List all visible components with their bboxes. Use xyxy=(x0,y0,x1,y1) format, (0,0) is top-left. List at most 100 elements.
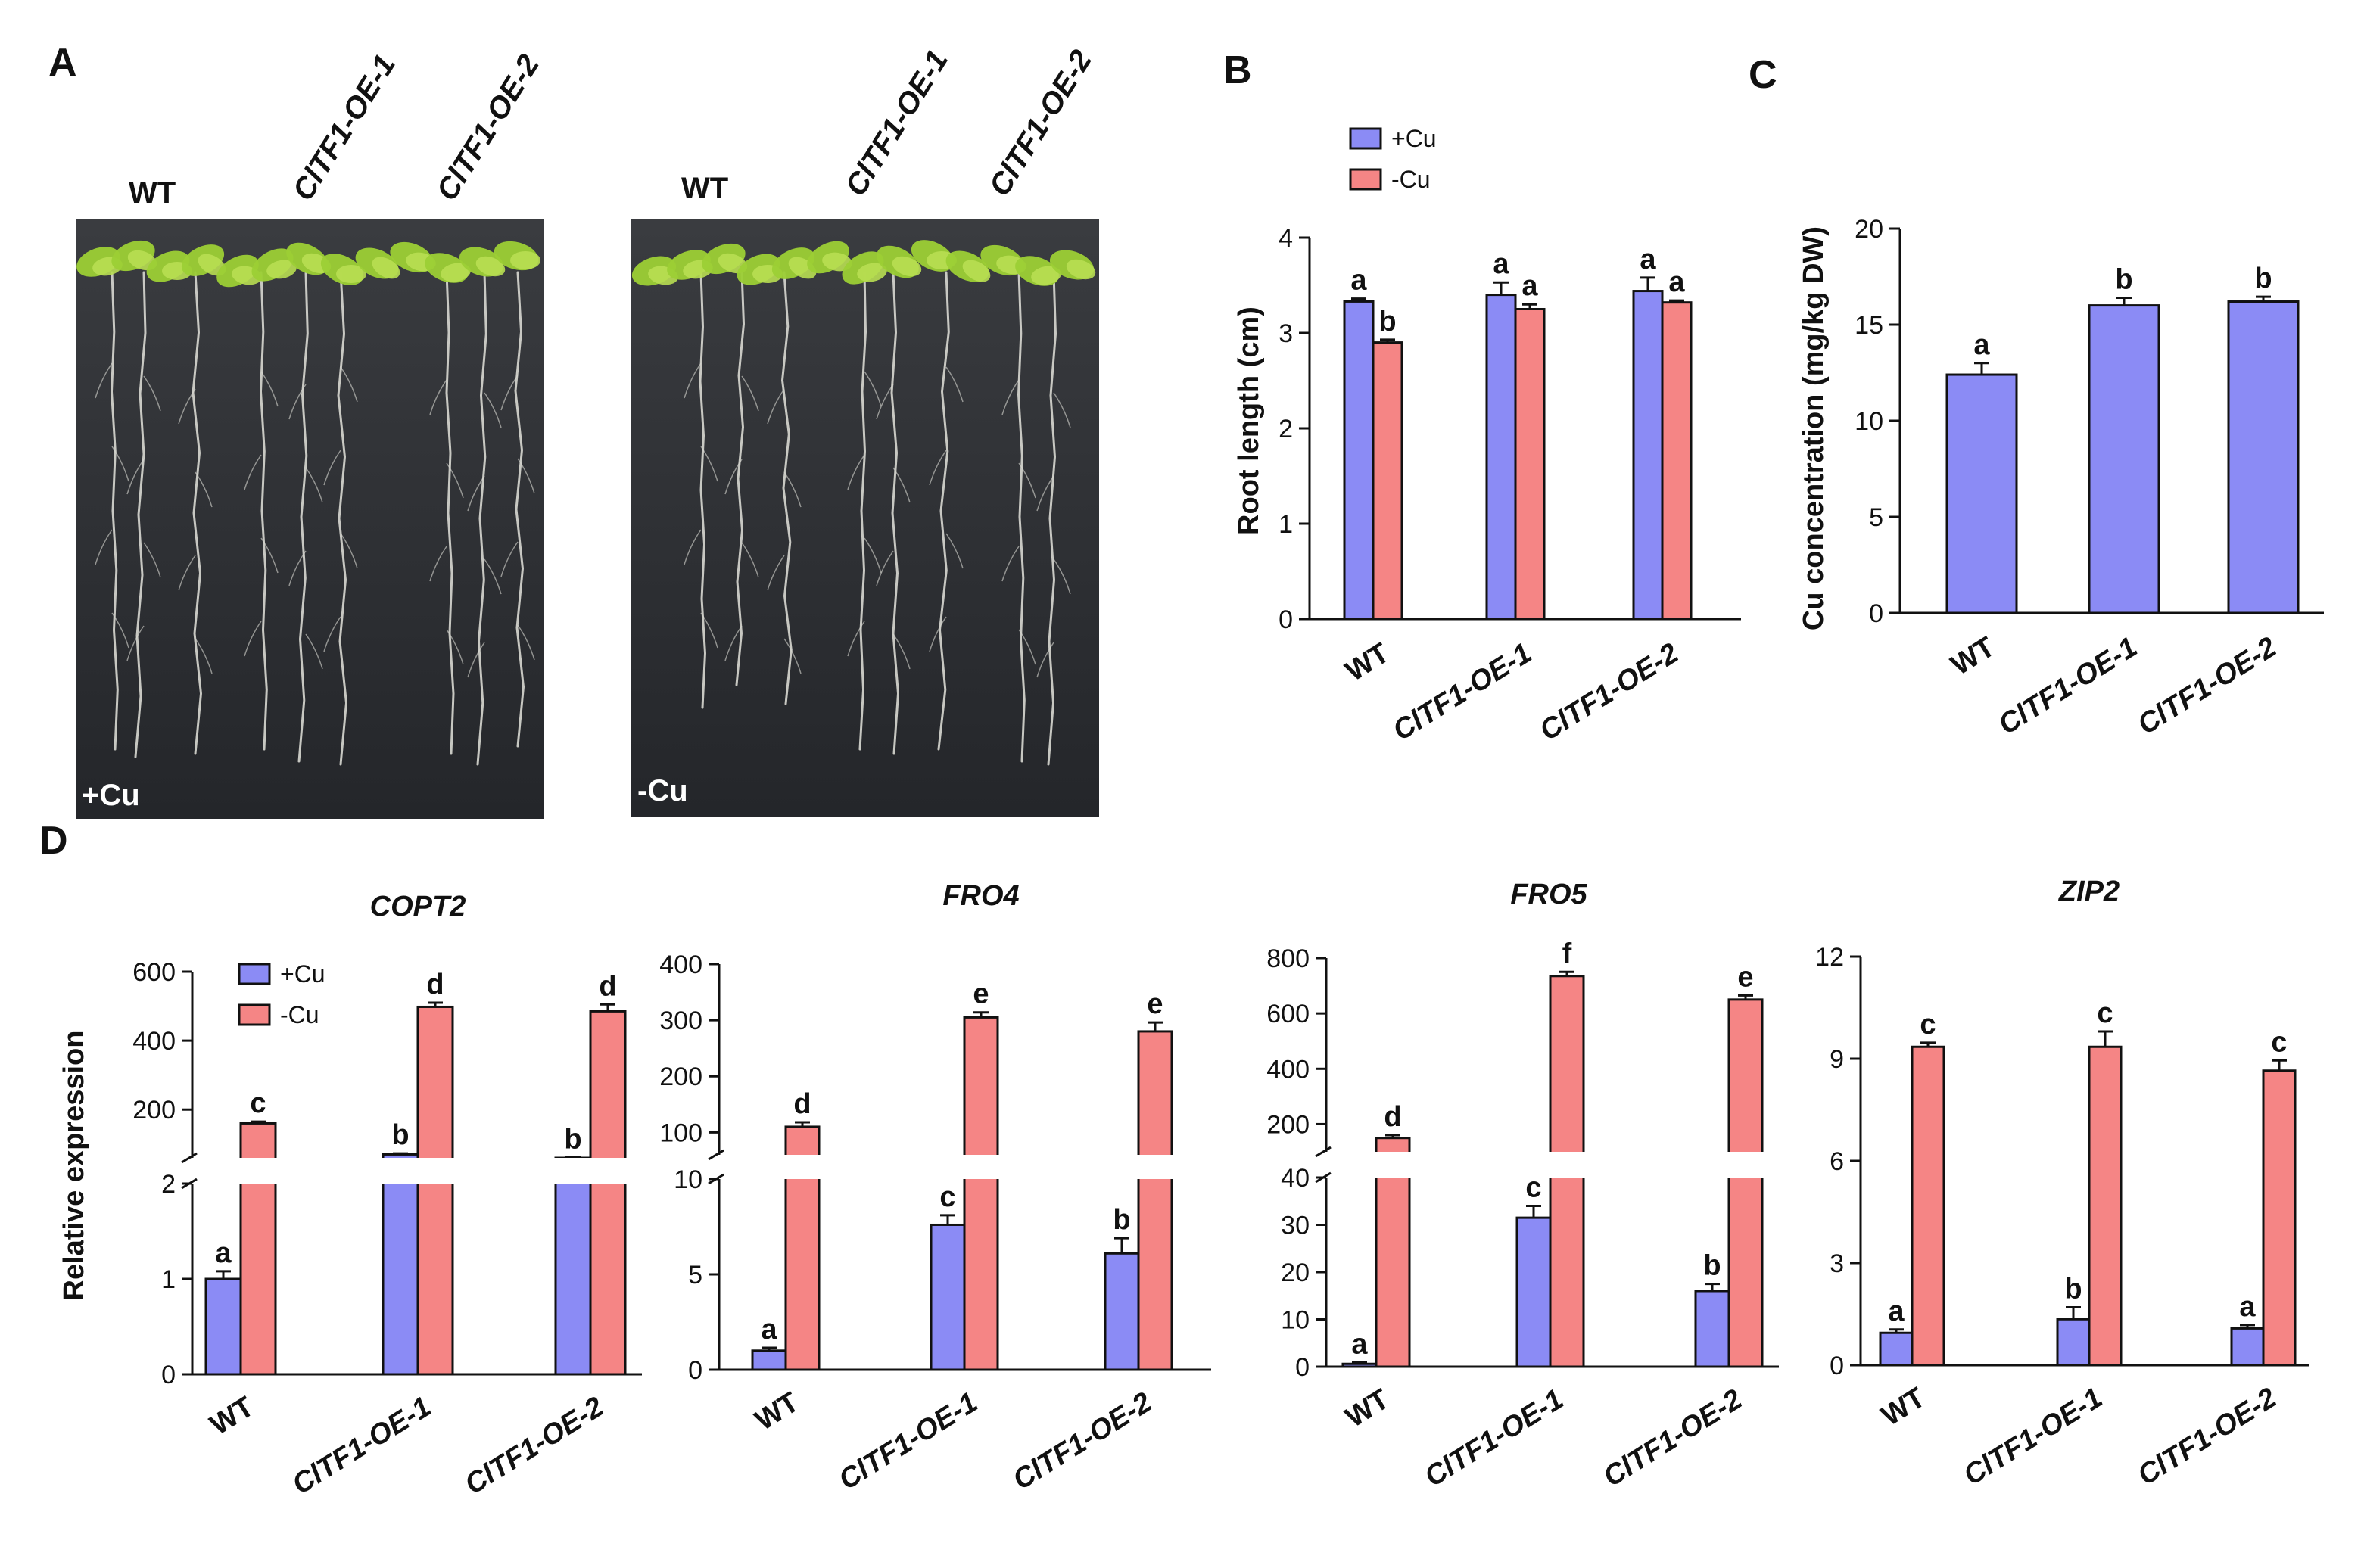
cotyledon-leaf xyxy=(857,263,887,282)
y-tick-label: 600 xyxy=(132,958,176,987)
significance-letter: e xyxy=(1737,961,1753,993)
significance-letter: c xyxy=(250,1087,266,1119)
lateral-root xyxy=(864,371,882,407)
y-tick-label: 1 xyxy=(1279,510,1293,539)
chart-fro4: a d c e b e 0 5 10 100 200 300 400 WT ClTF1-OE-1 ClTF1-… xyxy=(659,880,1213,1496)
bar-plusminus-Cu-2 xyxy=(1694,1290,1730,1368)
bar-plusminus-Cu-1 xyxy=(1515,1216,1552,1368)
primary-root xyxy=(780,271,793,705)
x-category-label: ClTF1-OE-1 xyxy=(1993,631,2143,741)
primary-root xyxy=(735,271,746,686)
lateral-root xyxy=(95,529,113,565)
legend-label: -Cu xyxy=(1391,166,1431,193)
chart-zip2: a c b c a c 0 3 6 9 12 WT ClTF1-OE-1 ClTF1-OE-2 ZIP2 xyxy=(1815,876,2309,1492)
primary-root xyxy=(476,271,487,766)
significance-letter: c xyxy=(939,1181,955,1213)
bar-plusminus-Cu-2 xyxy=(554,1156,592,1376)
axis-break-mark xyxy=(708,1149,724,1161)
lateral-root xyxy=(195,471,213,508)
bar-plusminus-Cu-0 xyxy=(751,1349,787,1371)
chart-title: FRO5 xyxy=(1510,879,1587,910)
significance-letter: c xyxy=(1525,1172,1541,1204)
lateral-root xyxy=(892,467,911,503)
bar-plusminus-Cu-2 xyxy=(2227,300,2300,614)
significance-letter: b xyxy=(1113,1204,1130,1236)
lateral-root xyxy=(305,467,323,503)
cotyledon-leaf xyxy=(441,263,471,282)
seedling-photo-minus-cu: -Cu xyxy=(631,219,1099,817)
cotyledon-leaf xyxy=(510,251,540,269)
significance-letter: a xyxy=(1350,265,1367,297)
panel-b-letter: B xyxy=(1223,48,1252,92)
cotyledon-leaf xyxy=(372,257,400,279)
lateral-root xyxy=(783,471,802,508)
panel-c-letter: C xyxy=(1749,53,1777,97)
bar-plusminus-Cu-0 xyxy=(1945,373,2018,614)
y-tick-label: 0 xyxy=(161,1361,176,1389)
lateral-root xyxy=(684,362,702,399)
lateral-root xyxy=(945,533,964,569)
x-category-label: ClTF1-OE-2 xyxy=(2132,631,2282,741)
x-category-label: ClTF1-OE-1 xyxy=(1388,637,1537,747)
legend-swatch xyxy=(1349,168,1382,191)
lateral-root xyxy=(500,541,519,577)
lateral-root xyxy=(178,388,196,425)
y-tick-label: 12 xyxy=(1815,943,1844,972)
lateral-root xyxy=(126,625,145,661)
bar-plusminus-Cu-2 xyxy=(1104,1252,1140,1371)
significance-letter: e xyxy=(973,978,989,1010)
lateral-root xyxy=(111,446,129,482)
lateral-root xyxy=(143,542,161,578)
lateral-root xyxy=(244,454,262,490)
primary-root xyxy=(337,271,348,766)
significance-letter: a xyxy=(1493,248,1509,280)
bar-plusminus-Cu-0 xyxy=(1343,300,1375,621)
significance-letter: b xyxy=(1703,1250,1721,1282)
lateral-root xyxy=(767,555,785,591)
significance-letter: c xyxy=(2271,1026,2287,1058)
y-tick-label: 20 xyxy=(1281,1258,1310,1287)
bar-minus-Cu-2 xyxy=(1661,301,1693,621)
lateral-root xyxy=(195,638,213,674)
lateral-root xyxy=(847,621,865,657)
legend-label: +Cu xyxy=(280,960,325,988)
y-tick-label: 0 xyxy=(1279,605,1293,634)
y-axis-title: Relative expression xyxy=(58,1031,90,1301)
bar-minus-Cu-1 xyxy=(2088,1045,2123,1367)
primary-root xyxy=(514,271,525,748)
x-category-label: WT xyxy=(1945,631,2000,682)
significance-letter: b xyxy=(391,1119,409,1151)
lateral-root xyxy=(260,537,279,574)
photo-1-genotype-labels: WT ClTF1-OE-1 ClTF1-OE-2 xyxy=(129,49,546,210)
y-tick-label: 0 xyxy=(1869,599,1883,628)
primary-root xyxy=(937,271,950,751)
cotyledon-leaf xyxy=(1066,259,1096,280)
legend-swatch xyxy=(238,963,271,985)
y-tick-label: 400 xyxy=(1266,1055,1310,1084)
bar-plusminus-Cu-2 xyxy=(1632,290,1664,621)
bar-plusminus-Cu-1 xyxy=(382,1153,419,1376)
y-tick-label: 9 xyxy=(1830,1045,1844,1074)
genotype-label-oe1: ClTF1-OE-1 xyxy=(286,49,402,207)
axis-break-mark xyxy=(181,1152,198,1164)
primary-root xyxy=(445,271,455,755)
genotype-label-wt: WT xyxy=(681,172,728,205)
y-tick-label: 6 xyxy=(1830,1147,1844,1176)
significance-letter: c xyxy=(1920,1009,1936,1041)
lateral-root xyxy=(864,537,882,574)
lateral-root xyxy=(945,366,964,403)
axis-break-gap xyxy=(707,1155,1213,1179)
panel-a-letter: A xyxy=(48,41,77,85)
bar-plusminus-Cu-2 xyxy=(2230,1327,2265,1367)
lateral-root xyxy=(1001,379,1020,415)
x-category-label: WT xyxy=(1876,1382,1930,1433)
bar-minus-Cu-2 xyxy=(2262,1069,2297,1367)
x-category-label: WT xyxy=(749,1386,804,1437)
genotype-label-wt: WT xyxy=(129,176,176,210)
significance-letter: d xyxy=(793,1088,811,1120)
bar-minus-Cu-2 xyxy=(1727,998,1764,1368)
y-tick-label: 400 xyxy=(132,1027,176,1056)
lateral-root xyxy=(1018,462,1036,499)
y-tick-label: 3 xyxy=(1830,1249,1844,1278)
